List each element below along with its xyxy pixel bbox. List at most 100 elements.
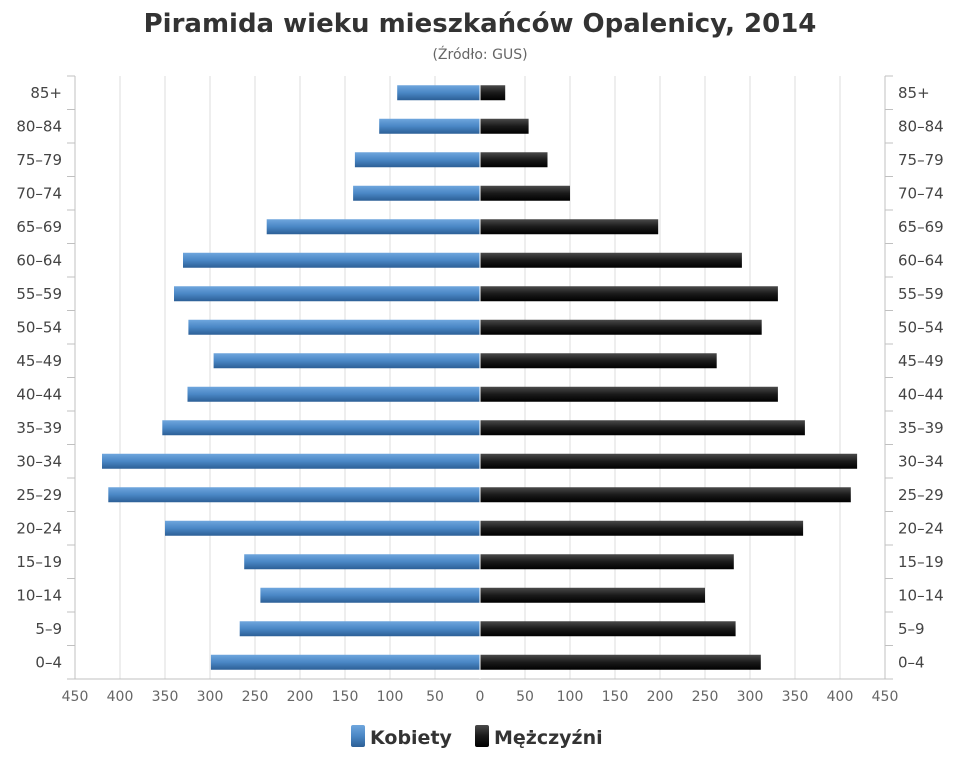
bar-mezczyzni-4[interactable]	[480, 219, 659, 235]
x-axis-ticks: 450 400 350 300 250 200 150 100 50 0 50 100 150 200 25…	[62, 689, 899, 705]
category-label-right: 0–4	[898, 653, 925, 671]
bar-mezczyzni-17[interactable]	[480, 654, 761, 670]
x-tick-label: 250	[242, 689, 269, 705]
category-label-right: 45–49	[898, 352, 944, 370]
category-label-left: 55–59	[16, 285, 62, 303]
category-label-left: 45–49	[16, 352, 62, 370]
bar-mezczyzni-2[interactable]	[480, 152, 548, 168]
x-tick-label: 450	[872, 689, 899, 705]
x-tick-label: 100	[557, 689, 584, 705]
bar-kobiety-11[interactable]	[102, 453, 480, 469]
legend-swatch-mezczyzni	[475, 725, 489, 747]
bar-kobiety-12[interactable]	[108, 487, 481, 503]
bar-mezczyzni-5[interactable]	[480, 252, 742, 268]
bar-mezczyzni-0[interactable]	[480, 85, 506, 101]
x-tick-label: 400	[827, 689, 854, 705]
category-label-right: 50–54	[898, 318, 944, 336]
bar-kobiety-5[interactable]	[183, 252, 480, 268]
x-tick-label: 0	[476, 689, 485, 705]
bar-kobiety-4[interactable]	[266, 219, 480, 235]
category-label-right: 30–34	[898, 452, 944, 470]
category-label-right: 60–64	[898, 251, 944, 269]
bar-kobiety-10[interactable]	[162, 420, 481, 436]
category-labels: 85+ 85+ 80–84 80–84 75–79 75–79 70–74 70–74 65–6…	[16, 84, 943, 672]
x-tick-label: 150	[602, 689, 629, 705]
category-label-left: 5–9	[35, 620, 62, 638]
bar-mezczyzni-15[interactable]	[480, 587, 705, 603]
grid-lines	[67, 75, 893, 680]
bar-mezczyzni-7[interactable]	[480, 319, 762, 335]
chart-title: Piramida wieku mieszkańców Opalenicy, 20…	[144, 9, 817, 39]
bar-mezczyzni-8[interactable]	[480, 353, 717, 369]
bar-kobiety-0[interactable]	[397, 85, 480, 101]
legend-item-kobiety[interactable]: Kobiety	[351, 725, 453, 749]
category-label-left: 35–39	[16, 419, 62, 437]
category-label-right: 80–84	[898, 117, 944, 135]
bar-kobiety-9[interactable]	[187, 386, 481, 402]
x-tick-label: 450	[62, 689, 89, 705]
x-tick-label: 50	[516, 689, 534, 705]
category-label-left: 15–19	[16, 553, 62, 571]
x-tick-label: 300	[737, 689, 764, 705]
category-label-left: 20–24	[16, 519, 62, 537]
x-tick-label: 300	[197, 689, 224, 705]
bar-mezczyzni-6[interactable]	[480, 286, 778, 302]
legend-label-kobiety: Kobiety	[370, 727, 453, 749]
category-label-left: 40–44	[16, 385, 62, 403]
category-label-right: 15–19	[898, 553, 944, 571]
x-tick-label: 200	[287, 689, 314, 705]
bar-kobiety-7[interactable]	[188, 319, 480, 335]
x-tick-label: 150	[332, 689, 359, 705]
category-label-right: 5–9	[898, 620, 925, 638]
x-tick-label: 350	[152, 689, 179, 705]
bar-kobiety-17[interactable]	[210, 654, 480, 670]
bar-kobiety-1[interactable]	[379, 118, 480, 134]
bar-mezczyzni-9[interactable]	[480, 386, 778, 402]
legend-label-mezczyzni: Mężczyźni	[494, 727, 603, 749]
bar-mezczyzni-16[interactable]	[480, 621, 736, 637]
category-label-right: 20–24	[898, 519, 944, 537]
bars	[102, 76, 858, 679]
bar-mezczyzni-11[interactable]	[480, 453, 858, 469]
category-label-right: 10–14	[898, 586, 944, 604]
category-label-left: 25–29	[16, 486, 62, 504]
category-label-right: 35–39	[898, 419, 944, 437]
bar-kobiety-6[interactable]	[174, 286, 480, 302]
x-tick-label: 200	[647, 689, 674, 705]
category-label-left: 30–34	[16, 452, 62, 470]
category-label-right: 55–59	[898, 285, 944, 303]
category-label-left: 10–14	[16, 586, 62, 604]
legend-swatch-kobiety	[351, 725, 365, 747]
bar-kobiety-8[interactable]	[213, 353, 480, 369]
category-label-right: 25–29	[898, 486, 944, 504]
category-label-right: 75–79	[898, 151, 944, 169]
category-label-left: 75–79	[16, 151, 62, 169]
category-label-left: 60–64	[16, 251, 62, 269]
category-label-left: 80–84	[16, 117, 62, 135]
x-tick-label: 400	[107, 689, 134, 705]
bar-kobiety-2[interactable]	[354, 152, 480, 168]
bar-kobiety-13[interactable]	[165, 520, 480, 536]
bar-kobiety-15[interactable]	[260, 587, 480, 603]
category-label-left: 65–69	[16, 218, 62, 236]
category-label-left: 0–4	[35, 653, 62, 671]
bar-kobiety-14[interactable]	[244, 554, 480, 570]
bar-kobiety-3[interactable]	[353, 185, 480, 201]
bar-mezczyzni-13[interactable]	[480, 520, 804, 536]
category-label-right: 85+	[898, 84, 930, 102]
chart-subtitle: (Źródło: GUS)	[432, 45, 527, 63]
bar-mezczyzni-14[interactable]	[480, 554, 734, 570]
category-label-left: 85+	[30, 84, 62, 102]
bar-mezczyzni-3[interactable]	[480, 185, 570, 201]
x-tick-label: 50	[426, 689, 444, 705]
bar-mezczyzni-12[interactable]	[480, 487, 851, 503]
bar-kobiety-16[interactable]	[239, 621, 480, 637]
legend-item-mezczyzni[interactable]: Mężczyźni	[475, 725, 603, 749]
bar-mezczyzni-10[interactable]	[480, 420, 805, 436]
x-tick-label: 100	[377, 689, 404, 705]
category-label-right: 65–69	[898, 218, 944, 236]
legend: Kobiety Mężczyźni	[351, 725, 603, 749]
bar-mezczyzni-1[interactable]	[480, 118, 529, 134]
category-label-right: 70–74	[898, 184, 944, 202]
x-tick-label: 350	[782, 689, 809, 705]
